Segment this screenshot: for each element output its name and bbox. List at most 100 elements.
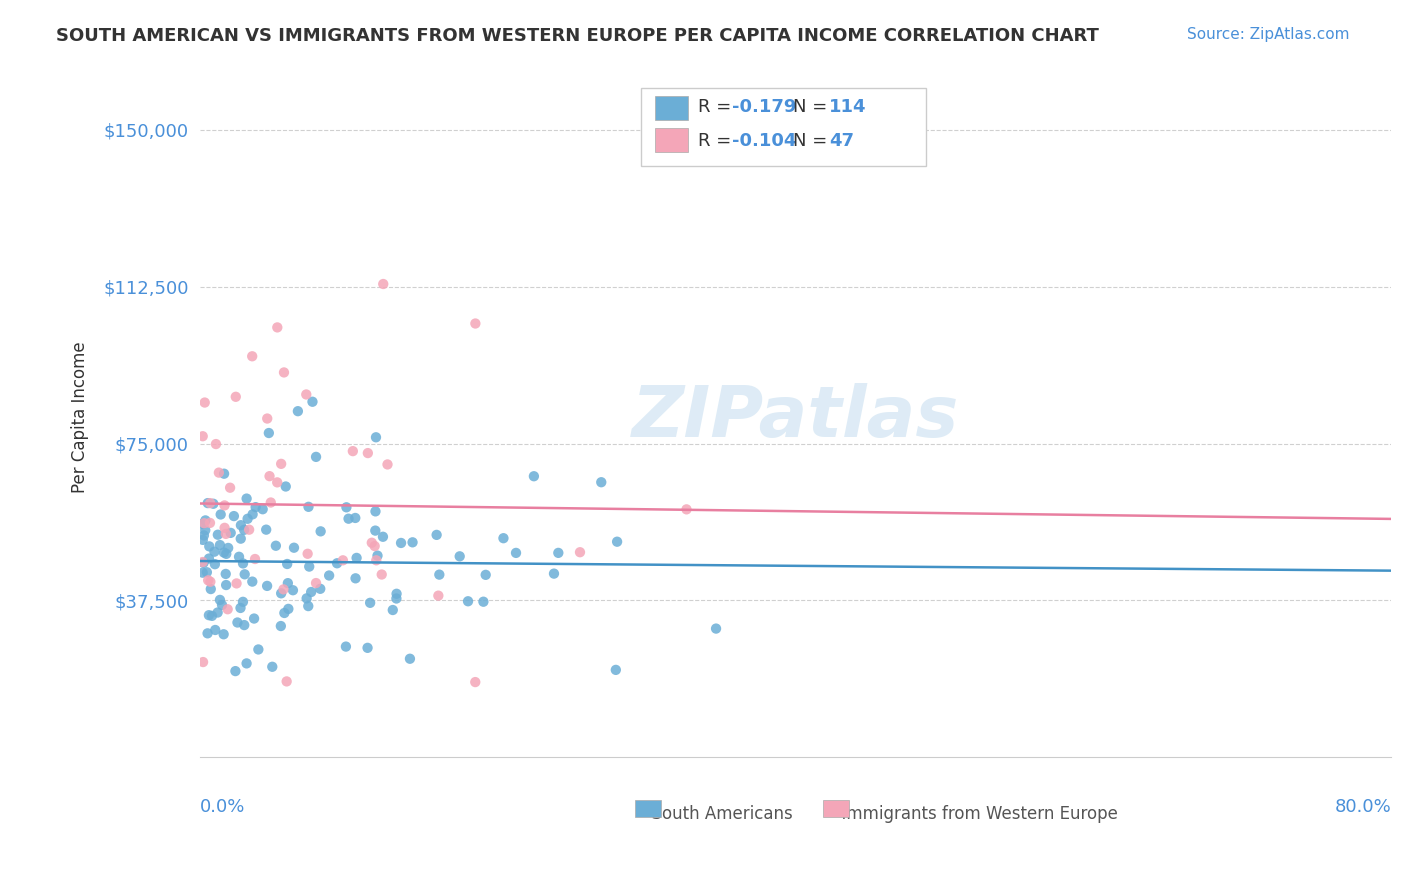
Text: Source: ZipAtlas.com: Source: ZipAtlas.com	[1187, 27, 1350, 42]
Point	[569, 545, 592, 559]
Point	[492, 531, 515, 545]
FancyBboxPatch shape	[634, 800, 661, 817]
Point	[198, 496, 221, 510]
Point	[363, 539, 385, 553]
Point	[233, 567, 256, 582]
Point	[247, 642, 270, 657]
Text: ZIPatlas: ZIPatlas	[631, 383, 959, 452]
Point	[197, 574, 219, 588]
Text: 80.0%: 80.0%	[1334, 798, 1391, 816]
Point	[449, 549, 471, 564]
Point	[364, 524, 387, 538]
Text: 0.0%: 0.0%	[200, 798, 245, 816]
Point	[245, 500, 267, 515]
Point	[191, 533, 214, 547]
Point	[457, 594, 479, 608]
Point	[370, 567, 392, 582]
Point	[204, 623, 226, 637]
Point	[401, 535, 423, 549]
Point	[193, 516, 215, 531]
Text: R =: R =	[697, 98, 737, 116]
Point	[344, 571, 367, 585]
Text: SOUTH AMERICAN VS IMMIGRANTS FROM WESTERN EUROPE PER CAPITA INCOME CORRELATION C: SOUTH AMERICAN VS IMMIGRANTS FROM WESTER…	[56, 27, 1099, 45]
Point	[305, 576, 328, 591]
Point	[287, 404, 309, 418]
Point	[364, 504, 387, 518]
Point	[385, 591, 408, 606]
Point	[193, 528, 215, 542]
Point	[309, 524, 332, 539]
Point	[232, 557, 254, 571]
Point	[605, 663, 627, 677]
Point	[211, 598, 233, 612]
Point	[381, 603, 404, 617]
Point	[240, 574, 263, 589]
Point	[301, 394, 323, 409]
Point	[305, 450, 328, 464]
Point	[202, 497, 225, 511]
Point	[426, 528, 449, 542]
Point	[254, 523, 277, 537]
Point	[260, 495, 283, 509]
Point	[547, 546, 569, 560]
Point	[194, 523, 217, 537]
Point	[225, 390, 247, 404]
Point	[591, 475, 613, 490]
Point	[298, 559, 321, 574]
Point	[318, 568, 340, 582]
Point	[309, 582, 332, 596]
Point	[359, 596, 381, 610]
Point	[389, 536, 412, 550]
Point	[202, 544, 225, 558]
Text: 47: 47	[828, 132, 853, 150]
Point	[295, 387, 318, 401]
Point	[215, 547, 238, 561]
Text: 114: 114	[828, 98, 866, 116]
Point	[399, 652, 422, 666]
Point	[219, 525, 242, 540]
Point	[270, 457, 292, 471]
Point	[233, 523, 256, 537]
Point	[191, 555, 214, 569]
Point	[505, 546, 527, 560]
Point	[198, 608, 221, 623]
Point	[228, 549, 250, 564]
Point	[198, 551, 221, 566]
Point	[295, 591, 318, 606]
Point	[198, 540, 221, 554]
Point	[344, 511, 367, 525]
Point	[373, 277, 395, 291]
Point	[235, 491, 257, 506]
Point	[262, 660, 284, 674]
Point	[194, 395, 217, 409]
Point	[215, 566, 238, 581]
Point	[342, 444, 364, 458]
Point	[377, 458, 399, 472]
Point	[337, 511, 360, 525]
Point	[212, 627, 235, 641]
Point	[207, 527, 229, 541]
FancyBboxPatch shape	[655, 96, 688, 120]
Point	[195, 566, 218, 580]
Point	[675, 502, 697, 516]
Point	[297, 547, 319, 561]
Point	[335, 640, 357, 654]
Point	[274, 479, 297, 493]
Point	[208, 538, 231, 552]
Point	[191, 517, 214, 532]
Point	[270, 586, 292, 600]
Point	[297, 599, 319, 613]
Point	[257, 425, 280, 440]
Point	[704, 622, 727, 636]
Point	[236, 512, 259, 526]
Point	[427, 589, 450, 603]
FancyBboxPatch shape	[823, 800, 849, 817]
Point	[232, 595, 254, 609]
Point	[205, 437, 228, 451]
Point	[197, 496, 219, 510]
Point	[273, 582, 295, 597]
Point	[385, 587, 408, 601]
Point	[214, 521, 236, 535]
Point	[215, 527, 238, 541]
Point	[201, 608, 224, 623]
